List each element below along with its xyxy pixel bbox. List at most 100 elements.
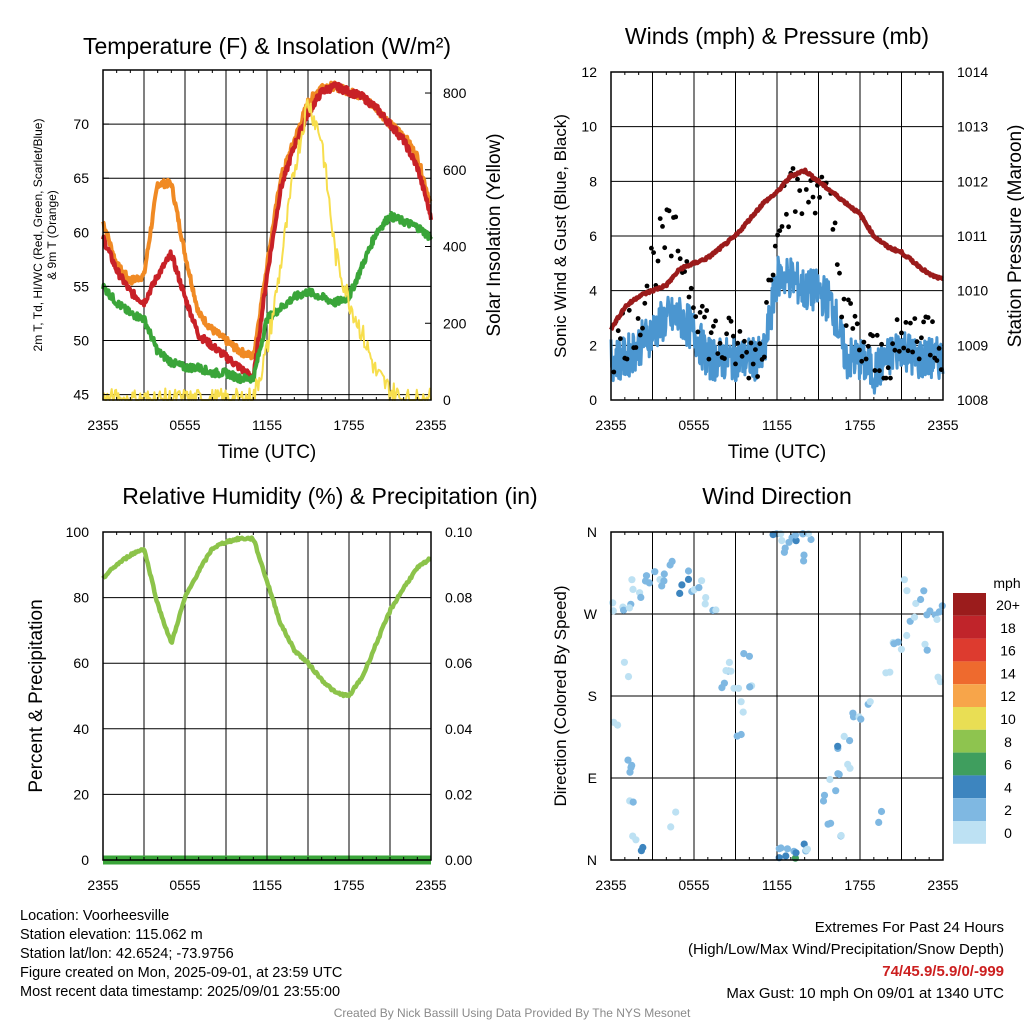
- direction-point: [678, 581, 686, 589]
- direction-point: [921, 640, 929, 648]
- x-tick-label: 1755: [333, 877, 364, 893]
- direction-point: [910, 613, 919, 621]
- gust-point: [724, 331, 729, 337]
- direction-point: [727, 667, 735, 675]
- legend-swatch: [953, 821, 986, 844]
- direction-point: [660, 577, 668, 585]
- legend-swatch: [953, 729, 986, 753]
- direction-point: [667, 823, 675, 831]
- gust-point: [668, 253, 674, 259]
- direction-point: [840, 732, 848, 741]
- y-right-tick-label: 1009: [957, 337, 988, 353]
- insolation-ylabel: Solar Insolation (Yellow): [484, 133, 505, 336]
- y-right-tick-label: 0.02: [445, 786, 472, 802]
- gust-point: [797, 188, 803, 194]
- direction-point: [782, 852, 790, 860]
- gust-point: [857, 347, 862, 353]
- gust-point: [848, 301, 853, 306]
- gust-point: [735, 340, 741, 346]
- direction-point: [803, 845, 812, 853]
- gust-point: [910, 349, 915, 355]
- gust-point: [615, 328, 621, 334]
- gust-point: [662, 245, 668, 251]
- direction-point: [778, 537, 786, 545]
- gust-point: [890, 341, 895, 347]
- direction-point: [695, 584, 703, 592]
- gust-point: [764, 300, 769, 305]
- gust-point: [925, 315, 931, 320]
- direction-point: [903, 587, 911, 595]
- direction-point: [725, 658, 734, 667]
- direction-point: [920, 587, 928, 595]
- gust-point: [914, 339, 920, 345]
- direction-point: [923, 646, 931, 654]
- y-tick-label: E: [588, 770, 597, 786]
- y-tick-label: 60: [73, 224, 89, 240]
- direction-point: [827, 819, 835, 827]
- gust-point: [837, 270, 842, 276]
- temperature-ylabel-line1: 2m T, Td, HI/WC (Red, Green, Scarlet/Blu…: [31, 119, 45, 352]
- y-right-tick-label: 0.08: [445, 590, 472, 606]
- direction-point: [800, 557, 808, 565]
- gust-point: [688, 285, 694, 291]
- direction-point: [712, 606, 720, 614]
- gust-point: [717, 340, 723, 346]
- direction-point: [777, 844, 785, 852]
- direction-point: [837, 831, 845, 840]
- speed-legend: mph 20+ 18 16 14 12 10 8 6 4 2 0: [953, 575, 1021, 844]
- gust-point: [686, 294, 692, 300]
- direction-point: [639, 843, 647, 852]
- gust-point: [839, 314, 845, 320]
- direction-point: [624, 673, 633, 681]
- direction-point: [629, 585, 637, 594]
- gust-point: [930, 319, 935, 325]
- legend-swatch: [953, 707, 986, 730]
- gust-point: [768, 277, 774, 283]
- legend-label: 8: [1004, 734, 1012, 750]
- gust-point: [744, 349, 749, 355]
- y-right-tick-label: 0.10: [445, 524, 472, 540]
- direction-point: [651, 568, 659, 576]
- gust-point: [812, 210, 818, 216]
- humidity-ylabel-text: Percent & Precipitation: [26, 599, 47, 792]
- gust-point: [861, 339, 867, 345]
- direction-point: [835, 770, 843, 779]
- gust-point: [819, 174, 825, 180]
- winds-panel: Winds (mph) & Pressure (mb)0246810121008…: [551, 23, 1024, 463]
- gust-point: [901, 345, 907, 351]
- gust-point: [790, 166, 796, 171]
- y-right-tick-label: 600: [443, 162, 467, 178]
- direction-point: [834, 742, 842, 750]
- gust-point: [896, 348, 902, 354]
- gust-point: [872, 368, 878, 373]
- y-right-tick-label: 1014: [957, 64, 988, 80]
- gust-point: [633, 345, 639, 350]
- legend-swatch: [953, 661, 986, 685]
- direction-point: [769, 531, 777, 539]
- gust-point: [903, 320, 909, 325]
- winds-ylabel-text: Sonic Wind & Gust (Blue, Black): [551, 114, 570, 358]
- legend-label: 20+: [996, 597, 1020, 613]
- station-info: Location: Voorheesville Station elevatio…: [20, 907, 342, 1002]
- y-tick-label: 10: [581, 119, 597, 135]
- y-right-tick-label: 1013: [957, 119, 988, 135]
- direction-point: [701, 600, 709, 608]
- y-tick-label: 80: [73, 590, 89, 606]
- humidity-panel: Relative Humidity (%) & Precipitation (i…: [26, 483, 538, 893]
- gust-point: [737, 329, 743, 334]
- direction-point: [800, 551, 808, 559]
- gust-point: [660, 224, 665, 229]
- gust-point: [899, 330, 904, 336]
- y-right-tick-label: 1010: [957, 283, 988, 299]
- direction-point: [785, 538, 793, 546]
- gust-point: [675, 248, 681, 254]
- legend-swatch: [953, 593, 986, 616]
- y-tick-label: 55: [73, 278, 89, 294]
- gust-point: [644, 283, 650, 289]
- gust-point: [916, 356, 922, 362]
- gust-point: [777, 228, 783, 234]
- x-tick-label: 2355: [87, 877, 118, 893]
- direction-point: [820, 791, 829, 799]
- direction-point: [849, 709, 857, 717]
